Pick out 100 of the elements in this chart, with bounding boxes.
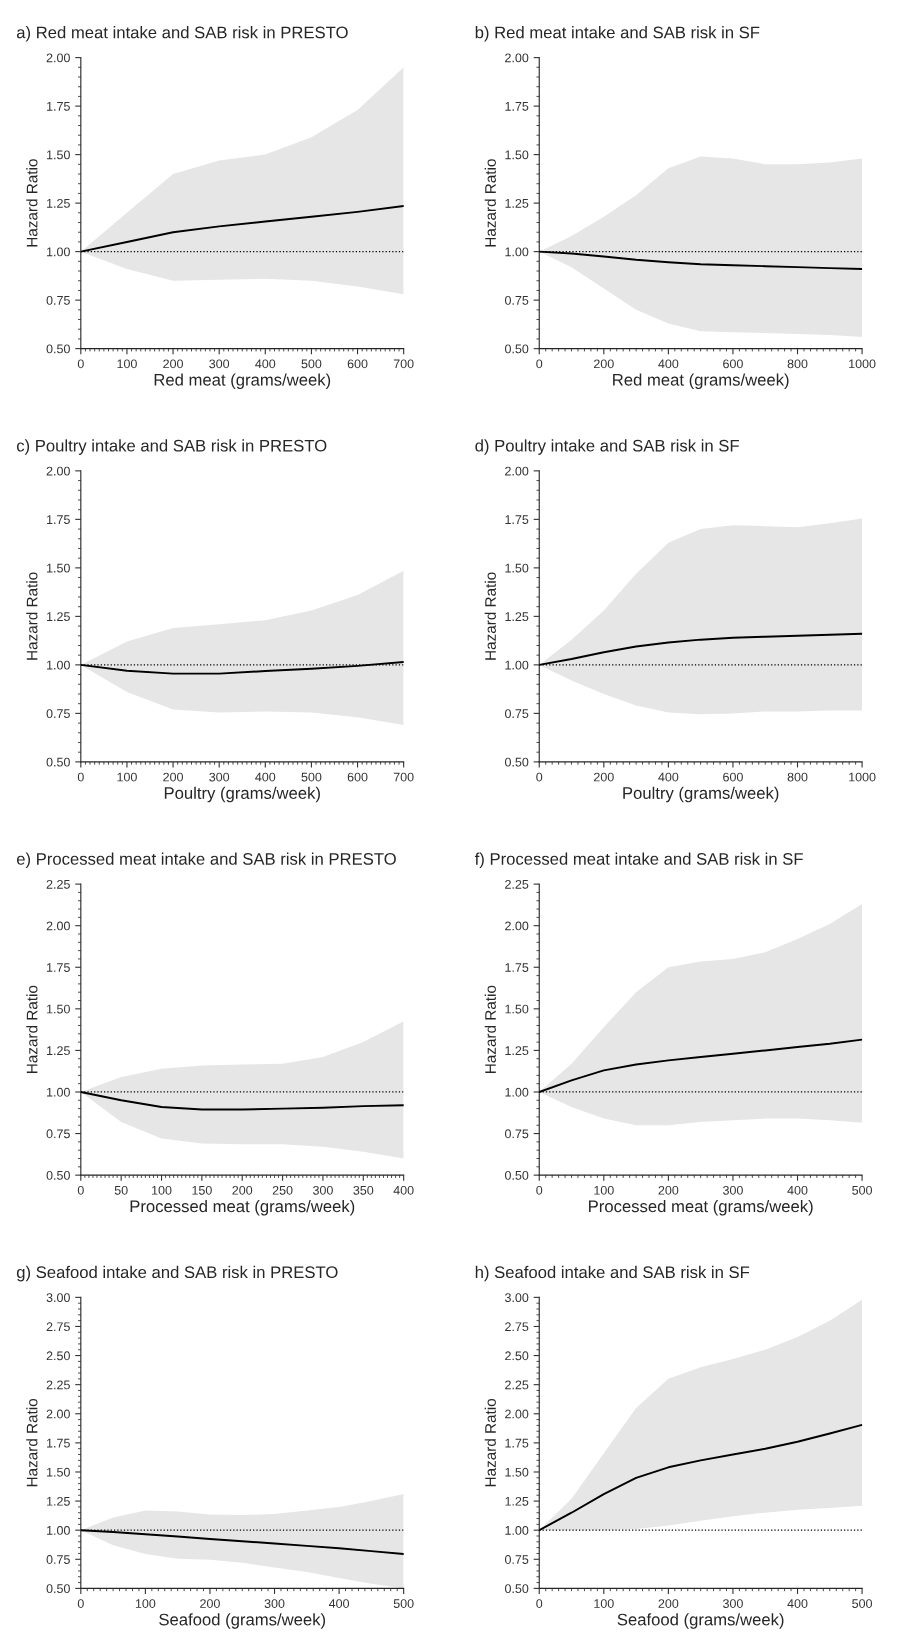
- x-tick-label: 250: [272, 1185, 293, 1195]
- x-axis-title: Red meat (grams/week): [154, 373, 331, 390]
- y-tick-label: 1.75: [47, 963, 70, 972]
- x-tick-label: 350: [353, 1185, 374, 1195]
- y-tick-label: 2.00: [505, 466, 529, 476]
- y-tick-label: 1.00: [47, 247, 70, 257]
- x-tick-label: 200: [658, 1185, 679, 1195]
- x-tick-label: 400: [328, 1599, 350, 1608]
- y-tick-label: 2.00: [46, 466, 70, 476]
- y-axis-title: Hazard Ratio: [26, 159, 38, 247]
- y-tick-label: 2.25: [46, 1380, 70, 1390]
- x-tick-label: 0: [536, 1185, 543, 1195]
- x-tick-label: 600: [723, 772, 743, 782]
- y-tick-label: 0.75: [46, 709, 70, 719]
- y-tick-label: 1.75: [505, 963, 529, 972]
- y-tick-label: 1.00: [505, 1525, 529, 1535]
- y-axis-title: Hazard Ratio: [26, 985, 38, 1073]
- y-tick-label: 2.00: [46, 53, 70, 63]
- y-tick-label: 1.00: [47, 1525, 70, 1535]
- y-tick-label: 3.00: [46, 1293, 70, 1303]
- x-tick-label: 400: [787, 1185, 808, 1195]
- y-tick-label: 1.50: [505, 150, 529, 160]
- y-tick-label: 3.00: [504, 1293, 529, 1303]
- y-tick-label: 1.75: [47, 515, 70, 525]
- chart-title: h) Seafood intake and SAB risk in SF: [475, 1265, 750, 1282]
- x-tick-label: 400: [787, 1599, 808, 1608]
- y-tick-label: 2.75: [505, 1322, 529, 1332]
- y-tick-label: 1.50: [47, 1467, 70, 1477]
- x-tick-label: 1000: [849, 359, 876, 369]
- chart-title: g) Seafood intake and SAB risk in PRESTO: [16, 1265, 338, 1282]
- x-tick-label: 100: [117, 359, 137, 369]
- x-tick-label: 100: [152, 1185, 172, 1195]
- chart-title: e) Processed meat intake and SAB risk in PRESTO: [16, 852, 396, 869]
- chart-title: b) Red meat intake and SAB risk in SF: [475, 26, 760, 42]
- x-tick-label: 800: [787, 359, 808, 369]
- x-tick-label: 100: [135, 1599, 156, 1608]
- x-tick-label: 400: [658, 772, 679, 782]
- x-tick-label: 700: [393, 772, 414, 782]
- x-tick-label: 200: [232, 1185, 253, 1195]
- x-axis-title: Poultry (grams/week): [623, 786, 779, 803]
- y-axis-title: Hazard Ratio: [26, 1398, 38, 1487]
- x-tick-label: 1000: [849, 772, 876, 782]
- x-tick-label: 500: [393, 1599, 414, 1608]
- y-tick-label: 1.75: [505, 1438, 529, 1448]
- x-tick-label: 500: [301, 772, 322, 782]
- x-tick-label: 200: [594, 359, 614, 369]
- chart-title: f) Processed meat intake and SAB risk in SF: [474, 852, 803, 869]
- y-tick-label: 1.00: [47, 660, 70, 670]
- y-tick-label: 2.50: [46, 1351, 70, 1361]
- x-tick-label: 300: [209, 359, 230, 369]
- x-tick-label: 200: [163, 772, 183, 782]
- chart-title: d) Poultry intake and SAB risk in SF: [475, 439, 739, 455]
- x-tick-label: 100: [117, 772, 137, 782]
- y-tick-label: 1.25: [47, 612, 70, 622]
- x-tick-label: 600: [347, 772, 368, 782]
- x-tick-label: 700: [393, 359, 414, 369]
- y-tick-label: 0.50: [46, 1170, 70, 1180]
- y-tick-label: 2.25: [505, 879, 529, 889]
- y-tick-label: 0.50: [46, 757, 70, 767]
- x-tick-label: 200: [658, 1599, 679, 1608]
- y-tick-label: 1.25: [47, 1496, 70, 1506]
- y-tick-label: 1.25: [505, 612, 529, 622]
- x-tick-label: 200: [200, 1599, 220, 1608]
- y-tick-label: 0.75: [46, 1555, 70, 1564]
- y-axis-title: Hazard Ratio: [484, 985, 496, 1073]
- y-tick-label: 1.25: [505, 198, 529, 208]
- y-axis-title: Hazard Ratio: [26, 572, 38, 660]
- x-axis-title: Processed meat (grams/week): [589, 1199, 813, 1216]
- x-tick-label: 200: [163, 359, 183, 369]
- y-tick-label: 0.50: [504, 1170, 529, 1180]
- x-tick-label: 500: [301, 359, 322, 369]
- y-tick-label: 0.75: [504, 1555, 529, 1564]
- y-tick-label: 1.25: [47, 198, 70, 208]
- x-tick-label: 100: [594, 1185, 614, 1195]
- x-tick-label: 150: [192, 1185, 212, 1195]
- y-tick-label: 1.75: [505, 102, 529, 111]
- y-axis-title: Hazard Ratio: [484, 1398, 496, 1487]
- y-tick-label: 1.25: [47, 1046, 70, 1056]
- y-axis-title: Hazard Ratio: [484, 572, 496, 660]
- chart-title: c) Poultry intake and SAB risk in PRESTO: [16, 439, 327, 455]
- y-tick-label: 1.25: [505, 1496, 529, 1506]
- y-tick-label: 1.50: [505, 1467, 529, 1477]
- x-tick-label: 0: [77, 1185, 84, 1195]
- x-tick-label: 800: [787, 772, 808, 782]
- x-axis-title: Processed meat (grams/week): [130, 1199, 355, 1216]
- x-tick-label: 0: [77, 359, 84, 369]
- x-tick-label: 400: [255, 359, 276, 369]
- y-tick-label: 2.00: [505, 1409, 529, 1419]
- x-tick-label: 0: [536, 359, 543, 369]
- y-tick-label: 2.75: [46, 1322, 70, 1332]
- y-tick-label: 0.75: [504, 1129, 529, 1139]
- y-tick-label: 1.00: [47, 1087, 70, 1097]
- x-tick-label: 600: [347, 359, 368, 369]
- y-tick-label: 2.25: [505, 1380, 529, 1390]
- x-tick-label: 300: [313, 1185, 333, 1195]
- y-tick-label: 1.00: [505, 1087, 529, 1097]
- x-tick-label: 0: [536, 1599, 543, 1608]
- y-tick-label: 1.75: [505, 515, 529, 525]
- y-tick-label: 1.75: [47, 102, 70, 111]
- x-axis-title: Red meat (grams/week): [613, 373, 789, 390]
